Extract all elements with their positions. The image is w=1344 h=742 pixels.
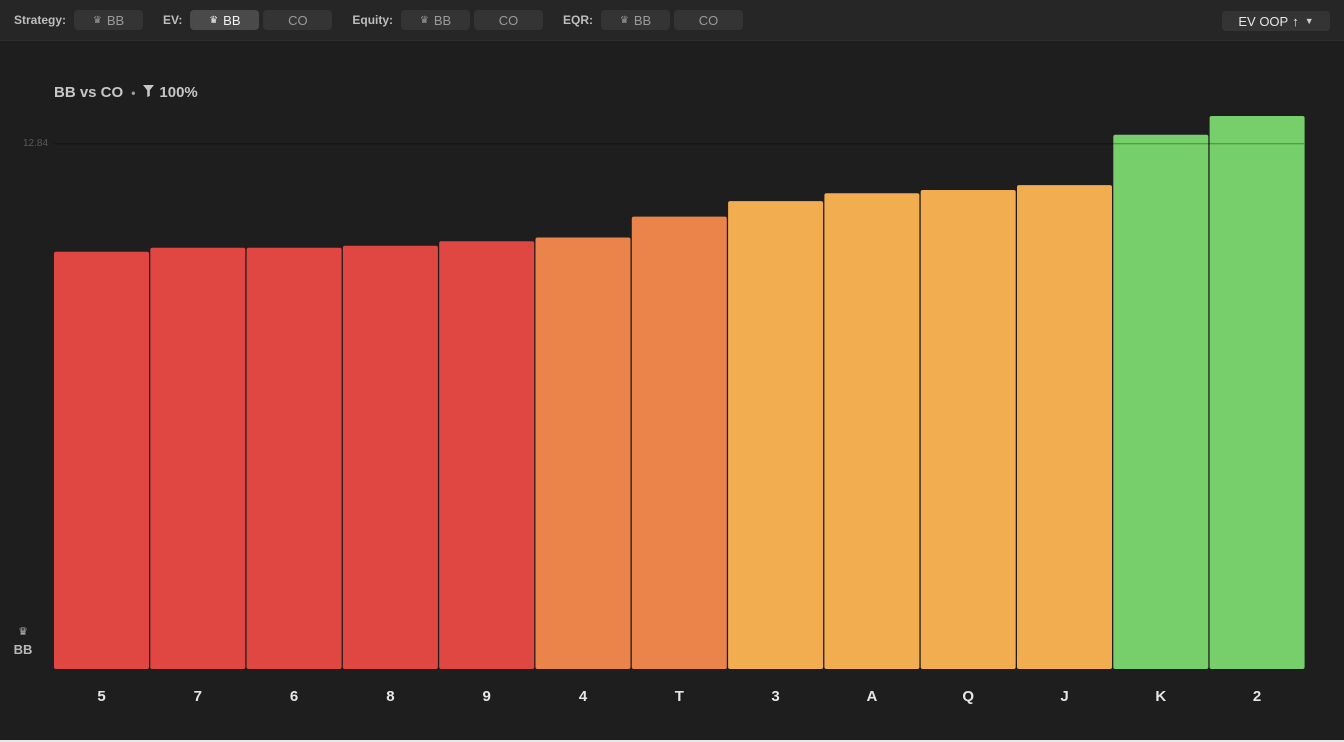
toggle-option-label: CO xyxy=(698,12,719,28)
x-tick-label: 7 xyxy=(194,688,202,705)
bar-9[interactable] xyxy=(439,241,535,669)
bar-7[interactable] xyxy=(150,247,246,669)
toggle-option-bb[interactable]: ♛ BB xyxy=(601,10,671,30)
x-tick-label: 6 xyxy=(290,688,298,705)
x-tick-label: 5 xyxy=(97,688,105,705)
toggle-option-co[interactable]: CO xyxy=(263,10,333,30)
toggle-option-bb[interactable]: ♛ BB xyxy=(401,10,471,30)
x-tick-label: A xyxy=(866,688,877,705)
sort-arrow-icon: ↑ xyxy=(1292,13,1299,29)
x-tick-label: 8 xyxy=(386,688,394,705)
bar-3[interactable] xyxy=(728,201,824,669)
toolbar-group: Strategy: ♛ BB xyxy=(14,10,147,30)
toggle-option-bb[interactable]: ♛ BB xyxy=(190,10,260,30)
toolbar-group-label: EQR: xyxy=(563,13,594,27)
sort-label: EV OOP xyxy=(1238,13,1289,29)
toolbar-group-label: EV: xyxy=(163,13,183,27)
toggle-option-co[interactable]: CO xyxy=(474,10,544,30)
bar-6[interactable] xyxy=(246,247,342,669)
sort-dropdown[interactable]: EV OOP ↑ ▼ xyxy=(1222,11,1330,31)
x-tick-label: 9 xyxy=(483,688,491,705)
separator-dot: • xyxy=(131,85,136,100)
x-tick-label: T xyxy=(675,688,684,705)
crown-icon: ♛ xyxy=(619,14,629,26)
toggle-option-label: BB xyxy=(106,12,125,28)
toggle-option-label: CO xyxy=(288,12,308,28)
toggle-option-label: BB xyxy=(633,12,652,28)
bar-8[interactable] xyxy=(342,245,438,669)
matchup-label: BB vs CO xyxy=(54,84,124,101)
reference-line-label: 12.84 xyxy=(23,138,49,149)
toolbar-group: EV: ♛ BB CO xyxy=(163,10,336,30)
bar-J[interactable] xyxy=(1017,185,1112,669)
chart-header: BB vs CO • 100% xyxy=(54,84,198,101)
bar-A[interactable] xyxy=(824,193,920,670)
bar-K[interactable] xyxy=(1113,134,1209,670)
toggle-option-label: CO xyxy=(498,12,519,28)
player-tag: ♛ BB xyxy=(13,626,33,658)
chevron-down-icon: ▼ xyxy=(1304,16,1314,26)
bar-T[interactable] xyxy=(631,216,727,669)
x-tick-label: 3 xyxy=(771,688,779,705)
crown-icon: ♛ xyxy=(92,14,102,26)
bar-4[interactable] xyxy=(535,237,631,670)
filter-value: 100% xyxy=(159,84,198,101)
x-tick-label: 4 xyxy=(579,688,588,705)
x-tick-label: J xyxy=(1060,688,1068,705)
toggle-option-co[interactable]: CO xyxy=(674,10,744,30)
frame-edge xyxy=(0,740,1344,742)
toolbar: Strategy: ♛ BB EV: ♛ BB CO Equity: ♛ BB CO EQR: ♛ BB C… xyxy=(0,0,1344,41)
filter-icon xyxy=(143,85,155,100)
toolbar-group: EQR: ♛ BB CO xyxy=(563,10,747,30)
crown-icon: ♛ xyxy=(419,14,429,26)
x-tick-label: K xyxy=(1155,688,1166,705)
bar-2[interactable] xyxy=(1209,116,1305,669)
toggle-option-label: BB xyxy=(223,12,241,28)
toolbar-group: Equity: ♛ BB CO xyxy=(352,10,547,30)
crown-icon: ♛ xyxy=(18,626,28,638)
x-tick-label: Q xyxy=(962,688,974,705)
toggle-option-bb[interactable]: ♛ BB xyxy=(74,10,144,30)
x-tick-label: 2 xyxy=(1253,688,1261,705)
player-name: BB xyxy=(13,642,33,657)
bar-Q[interactable] xyxy=(920,190,1016,669)
bar-5[interactable] xyxy=(54,251,149,670)
crown-icon: ♛ xyxy=(209,14,219,26)
toolbar-group-label: Strategy: xyxy=(14,13,67,27)
toggle-option-label: BB xyxy=(433,12,452,28)
toolbar-group-label: Equity: xyxy=(352,13,394,27)
